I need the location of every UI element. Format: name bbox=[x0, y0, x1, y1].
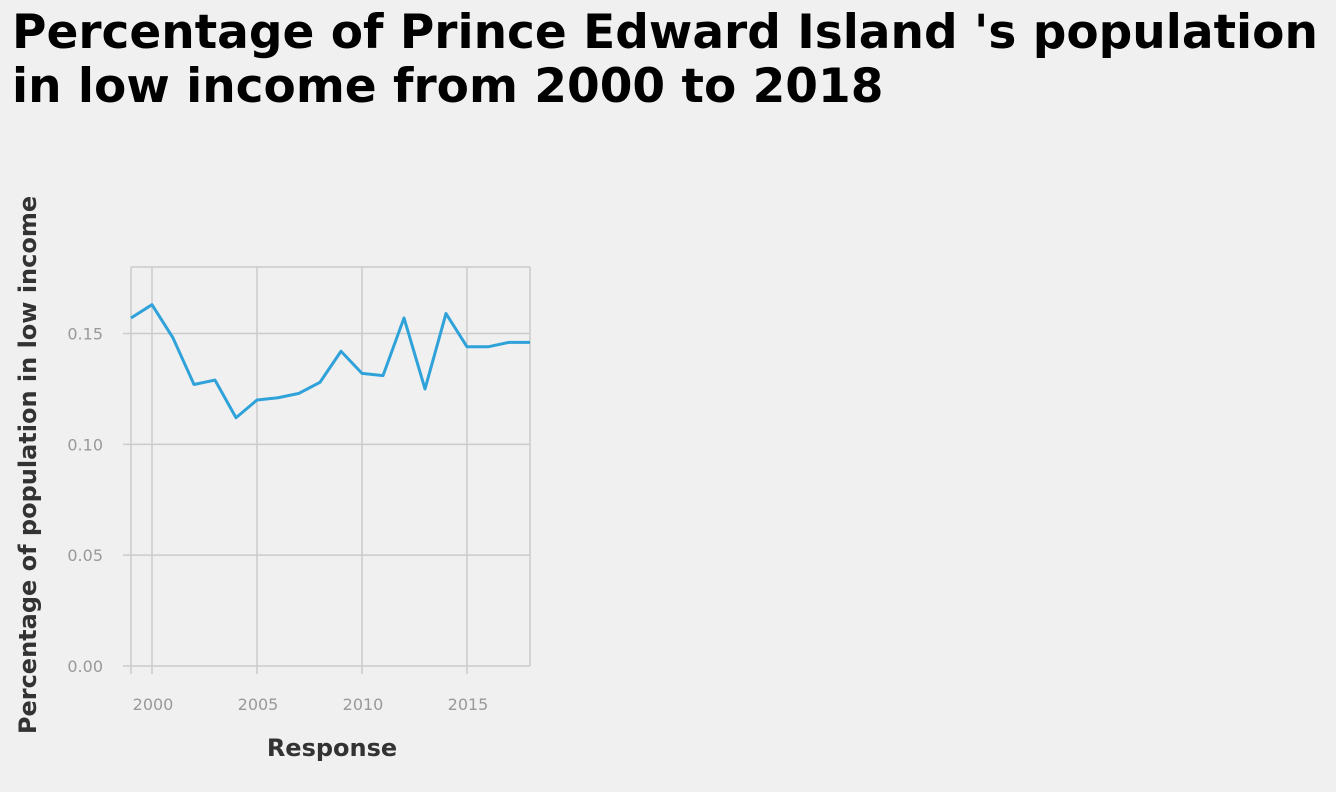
x-tick-label: 2015 bbox=[448, 695, 489, 714]
y-tick-label: 0.10 bbox=[67, 435, 103, 454]
chart-title: Percentage of Prince Edward Island 's po… bbox=[12, 6, 1332, 114]
x-axis-label: Response bbox=[267, 734, 397, 762]
y-tick-label: 0.00 bbox=[67, 657, 103, 676]
x-tick-labels: 2000 2005 2010 2015 bbox=[133, 695, 489, 714]
y-tick-label: 0.05 bbox=[67, 546, 103, 565]
chart-title-line-2: in low income from 2000 to 2018 bbox=[12, 59, 884, 114]
y-axis-label: Percentage of population in low income bbox=[14, 196, 42, 734]
y-tick-labels: 0.00 0.05 0.10 0.15 bbox=[67, 325, 103, 677]
x-tick-label: 2010 bbox=[343, 695, 384, 714]
series-line bbox=[130, 303, 530, 420]
x-tick-label: 2000 bbox=[133, 695, 174, 714]
y-tick-label: 0.15 bbox=[67, 325, 103, 344]
chart-title-line-1: Percentage of Prince Edward Island 's po… bbox=[12, 5, 1318, 60]
data-series bbox=[130, 303, 530, 420]
grid-lines bbox=[123, 266, 531, 674]
x-tick-label: 2005 bbox=[238, 695, 279, 714]
